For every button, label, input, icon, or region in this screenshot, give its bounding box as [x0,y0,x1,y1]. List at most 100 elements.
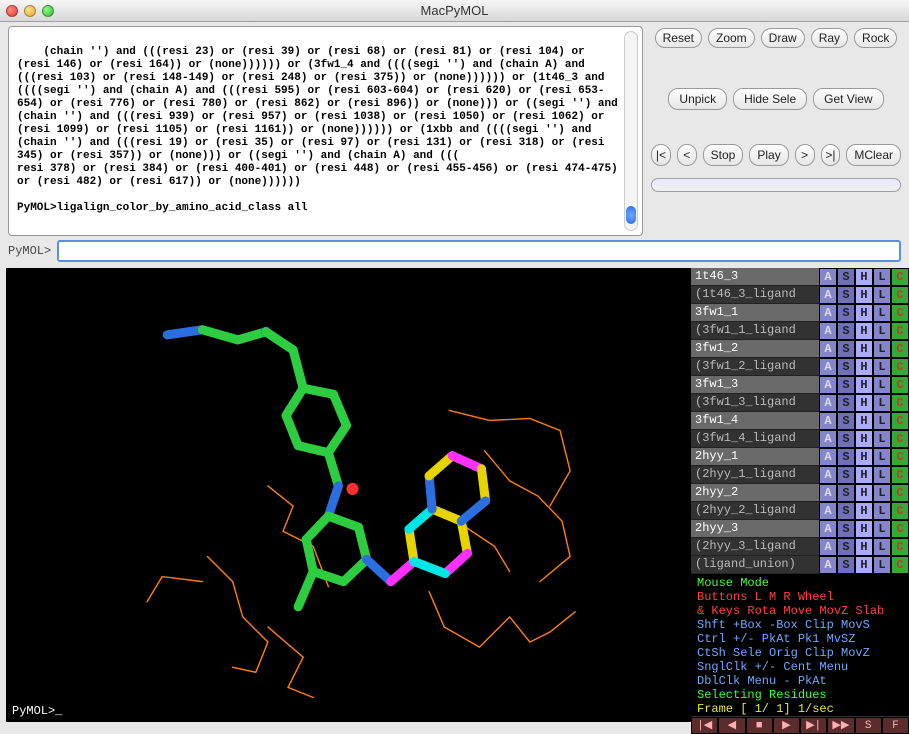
btn-c[interactable]: C [891,538,909,556]
btn-c[interactable]: C [891,322,909,340]
command-input[interactable] [57,240,901,262]
btn-s[interactable]: S [837,412,855,430]
btn-a[interactable]: A [819,484,837,502]
btn-h[interactable]: H [855,484,873,502]
object-row[interactable]: 2hyy_3ASHLC [691,520,909,538]
nav-last-button[interactable]: >| [821,144,841,166]
btn-a[interactable]: A [819,538,837,556]
btn-a[interactable]: A [819,448,837,466]
object-row[interactable]: 3fw1_1ASHLC [691,304,909,322]
object-name[interactable]: (2hyy_2_ligand [691,502,819,520]
btn-h[interactable]: H [855,376,873,394]
object-name[interactable]: 3fw1_4 [691,412,819,430]
nav-next-button[interactable]: > [795,144,815,166]
object-row[interactable]: (1t46_3_ligandASHLC [691,286,909,304]
btn-c[interactable]: C [891,466,909,484]
btn-c[interactable]: C [891,394,909,412]
mclear-button[interactable]: MClear [846,144,901,166]
vcr-play[interactable]: ▶ [773,717,800,734]
btn-c[interactable]: C [891,556,909,574]
object-name[interactable]: (3fw1_4_ligand [691,430,819,448]
get-view-button[interactable]: Get View [813,88,883,110]
btn-l[interactable]: L [873,412,891,430]
btn-c[interactable]: C [891,286,909,304]
object-row[interactable]: (2hyy_2_ligandASHLC [691,502,909,520]
btn-s[interactable]: S [837,304,855,322]
btn-l[interactable]: L [873,520,891,538]
btn-a[interactable]: A [819,466,837,484]
btn-s[interactable]: S [837,376,855,394]
btn-c[interactable]: C [891,376,909,394]
vcr-s[interactable]: S [855,717,882,734]
btn-h[interactable]: H [855,448,873,466]
object-name[interactable]: 2hyy_1 [691,448,819,466]
rock-button[interactable]: Rock [854,28,897,48]
object-name[interactable]: (1t46_3_ligand [691,286,819,304]
btn-s[interactable]: S [837,430,855,448]
viewport-3d[interactable]: PyMOL>_ [6,268,691,722]
object-row[interactable]: 3fw1_3ASHLC [691,376,909,394]
btn-a[interactable]: A [819,556,837,574]
btn-s[interactable]: S [837,502,855,520]
object-row[interactable]: (2hyy_3_ligandASHLC [691,538,909,556]
object-row[interactable]: 2hyy_2ASHLC [691,484,909,502]
vcr-stop[interactable]: ■ [746,717,773,734]
object-row[interactable]: (3fw1_1_ligandASHLC [691,322,909,340]
btn-h[interactable]: H [855,538,873,556]
btn-a[interactable]: A [819,322,837,340]
btn-a[interactable]: A [819,520,837,538]
vcr-last[interactable]: ▶| [800,717,827,734]
btn-l[interactable]: L [873,430,891,448]
scrollbar[interactable] [624,31,638,231]
btn-h[interactable]: H [855,412,873,430]
object-row[interactable]: 3fw1_4ASHLC [691,412,909,430]
vcr-first[interactable]: |◀ [691,717,718,734]
btn-c[interactable]: C [891,502,909,520]
btn-c[interactable]: C [891,358,909,376]
object-name[interactable]: 2hyy_2 [691,484,819,502]
btn-h[interactable]: H [855,286,873,304]
object-name[interactable]: (3fw1_3_ligand [691,394,819,412]
object-name[interactable]: 3fw1_2 [691,340,819,358]
btn-a[interactable]: A [819,358,837,376]
unpick-button[interactable]: Unpick [668,88,727,110]
btn-s[interactable]: S [837,358,855,376]
draw-button[interactable]: Draw [761,28,805,48]
btn-s[interactable]: S [837,340,855,358]
object-row[interactable]: 1t46_3ASHLC [691,268,909,286]
btn-a[interactable]: A [819,340,837,358]
object-row[interactable]: (3fw1_3_ligandASHLC [691,394,909,412]
btn-c[interactable]: C [891,430,909,448]
btn-l[interactable]: L [873,286,891,304]
btn-h[interactable]: H [855,466,873,484]
btn-h[interactable]: H [855,304,873,322]
object-name[interactable]: 3fw1_1 [691,304,819,322]
btn-a[interactable]: A [819,412,837,430]
object-name[interactable]: (2hyy_3_ligand [691,538,819,556]
nav-prev-button[interactable]: < [677,144,697,166]
btn-s[interactable]: S [837,286,855,304]
btn-l[interactable]: L [873,340,891,358]
object-name[interactable]: 3fw1_3 [691,376,819,394]
btn-h[interactable]: H [855,358,873,376]
reset-button[interactable]: Reset [655,28,702,48]
btn-l[interactable]: L [873,322,891,340]
btn-c[interactable]: C [891,412,909,430]
btn-l[interactable]: L [873,376,891,394]
btn-l[interactable]: L [873,358,891,376]
btn-c[interactable]: C [891,304,909,322]
object-row[interactable]: (ligand_union)ASHLC [691,556,909,574]
btn-a[interactable]: A [819,286,837,304]
stop-button[interactable]: Stop [703,144,744,166]
btn-a[interactable]: A [819,304,837,322]
play-button[interactable]: Play [749,144,788,166]
btn-c[interactable]: C [891,448,909,466]
btn-h[interactable]: H [855,502,873,520]
btn-s[interactable]: S [837,268,855,286]
btn-s[interactable]: S [837,556,855,574]
object-name[interactable]: 1t46_3 [691,268,819,286]
btn-s[interactable]: S [837,520,855,538]
vcr-rew[interactable]: ◀ [718,717,745,734]
btn-l[interactable]: L [873,502,891,520]
object-row[interactable]: 3fw1_2ASHLC [691,340,909,358]
